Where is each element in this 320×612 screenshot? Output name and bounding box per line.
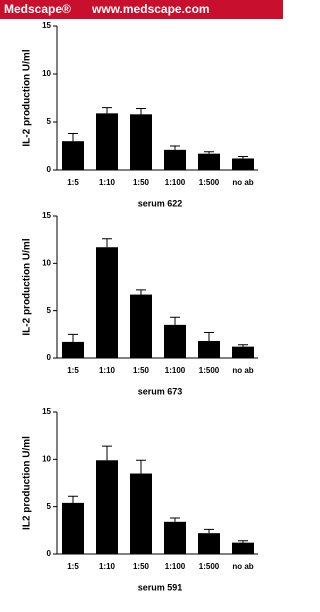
error-bar <box>136 108 146 115</box>
x-tick-label: 1:100 <box>165 178 186 187</box>
bar <box>198 533 220 554</box>
y-tick-label: 5 <box>47 117 52 126</box>
bar <box>198 340 220 358</box>
error-bar <box>170 316 180 325</box>
header: Medscape® www.medscape.com <box>0 0 283 19</box>
bar <box>232 542 254 554</box>
bar <box>96 247 118 358</box>
page: Medscape® www.medscape.com 0 5 10 15 IL-2 pr… <box>0 0 283 592</box>
error-bar <box>204 528 214 534</box>
x-tick-label: 1:500 <box>199 562 220 571</box>
x-tick-label: 1:500 <box>199 178 220 187</box>
y-tick-label: 10 <box>42 454 51 463</box>
x-tick-label: 1:10 <box>99 562 116 571</box>
x-axis-title: serum 591 <box>138 582 183 592</box>
y-tick-label: 5 <box>47 306 52 315</box>
y-tick-label: 5 <box>47 502 52 511</box>
bar <box>164 324 186 358</box>
bar <box>62 341 84 358</box>
y-tick-label: 0 <box>47 165 52 174</box>
x-tick-label: 1:5 <box>67 366 79 375</box>
error-bar <box>238 344 248 347</box>
error-bar <box>68 133 78 142</box>
bar <box>232 158 254 170</box>
y-tick-label: 15 <box>42 407 51 416</box>
x-tick-label: 1:50 <box>133 562 150 571</box>
header-bar <box>0 0 283 19</box>
y-axis-label: IL-2 production U/ml <box>22 238 33 335</box>
brand: Medscape® <box>4 2 71 16</box>
x-tick-label: no ab <box>232 562 253 571</box>
bar <box>130 114 152 170</box>
error-bar <box>136 289 146 295</box>
x-tick-label: 1:5 <box>67 562 79 571</box>
bar <box>130 473 152 554</box>
error-bar <box>204 331 214 341</box>
x-tick-label: 1:5 <box>67 178 79 187</box>
bar <box>62 502 84 554</box>
bar <box>96 113 118 170</box>
x-tick-label: no ab <box>232 366 253 375</box>
x-tick-label: 1:100 <box>165 562 186 571</box>
error-bar <box>102 445 112 461</box>
bar <box>96 460 118 554</box>
error-bar <box>170 145 180 150</box>
x-axis-title: serum 622 <box>138 198 183 208</box>
error-bar <box>102 238 112 248</box>
error-bar <box>204 151 214 154</box>
x-tick-label: 1:500 <box>199 366 220 375</box>
x-tick-label: 1:50 <box>133 178 150 187</box>
y-tick-label: 15 <box>42 211 51 220</box>
x-tick-label: 1:10 <box>99 366 116 375</box>
bar <box>164 521 186 554</box>
x-axis-title: serum 673 <box>138 386 183 396</box>
x-tick-label: 1:10 <box>99 178 116 187</box>
url: www.medscape.com <box>91 2 210 16</box>
error-bar <box>68 333 78 342</box>
y-tick-label: 10 <box>42 69 51 78</box>
error-bar <box>136 459 146 474</box>
bar <box>164 149 186 170</box>
y-axis-label: IL-2 production U/ml <box>22 49 33 146</box>
bar <box>130 294 152 358</box>
error-bar <box>102 107 112 114</box>
bar <box>62 141 84 170</box>
error-bar <box>238 156 248 159</box>
error-bar <box>68 495 78 503</box>
error-bar <box>238 540 248 543</box>
bar <box>198 153 220 170</box>
y-tick-label: 0 <box>47 353 52 362</box>
y-axis-label: IL2 production U/ml <box>22 436 33 530</box>
x-tick-label: 1:50 <box>133 366 150 375</box>
x-tick-label: 1:100 <box>165 366 186 375</box>
y-tick-label: 0 <box>47 549 52 558</box>
x-tick-label: no ab <box>232 178 253 187</box>
bar <box>232 346 254 358</box>
y-tick-label: 10 <box>42 258 51 267</box>
error-bar <box>170 517 180 522</box>
y-tick-label: 15 <box>42 21 51 30</box>
